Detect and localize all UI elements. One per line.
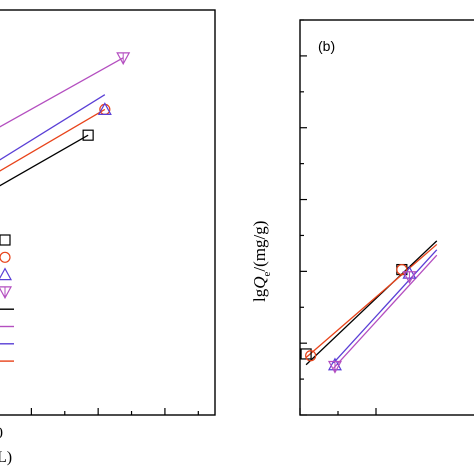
panel-b-point-308K	[396, 263, 408, 276]
panel-a-fit-lines	[0, 57, 124, 187]
panel-a-fit-line	[0, 94, 106, 161]
panel-a: 0 L)	[0, 9, 216, 466]
panel-b-points	[300, 263, 417, 374]
panel-a-legend-marker	[0, 267, 13, 281]
panel-b-fit-line	[332, 249, 438, 364]
panel-b-y-ticks	[300, 19, 307, 416]
panel-a-legend-marker	[0, 234, 11, 246]
panel-a-x-axis-label-fragment: L)	[0, 449, 12, 466]
panel-b-x-ticks	[299, 408, 377, 415]
panel-a-x-ticks	[30, 408, 199, 415]
panel-b-fit-lines	[305, 240, 438, 369]
panel-b-frame	[299, 19, 474, 416]
panel-b-y-axis-label: lgQe/(mg/g)	[250, 221, 273, 302]
panel-b-fit-line	[305, 240, 438, 366]
panel-a-legend	[0, 234, 14, 362]
panel-a-fit-line	[0, 108, 106, 172]
panel-b-fit-line	[332, 254, 438, 369]
panel-a-legend-marker	[0, 286, 13, 300]
panel-a-point-303K	[82, 129, 94, 141]
panel-b: (b) lgQe/(mg/g)	[250, 19, 474, 416]
panel-b-point-308K	[305, 350, 317, 362]
panel-a-point-318K	[116, 52, 131, 66]
panel-a-point-313K	[97, 102, 112, 116]
panel-a-legend-marker	[0, 251, 11, 263]
panel-b-ylabel-sub: e	[261, 271, 273, 276]
panel-b-label: (b)	[318, 38, 335, 54]
panel-a-fit-line	[0, 57, 124, 128]
panel-b-ylabel-q: Q	[250, 276, 269, 288]
panel-b-ylabel-pre: lg	[250, 288, 269, 302]
panel-b-fit-line	[305, 243, 438, 359]
panel-a-points	[82, 52, 131, 141]
panel-b-point-318K	[402, 271, 417, 285]
panel-a-frame	[0, 9, 216, 416]
panel-a-x-cut-tick-label: 0	[0, 425, 3, 442]
panel-b-point-318K	[327, 360, 342, 374]
panel-a-fit-line	[0, 134, 89, 187]
panel-b-ylabel-post: /(mg/g)	[250, 221, 269, 272]
